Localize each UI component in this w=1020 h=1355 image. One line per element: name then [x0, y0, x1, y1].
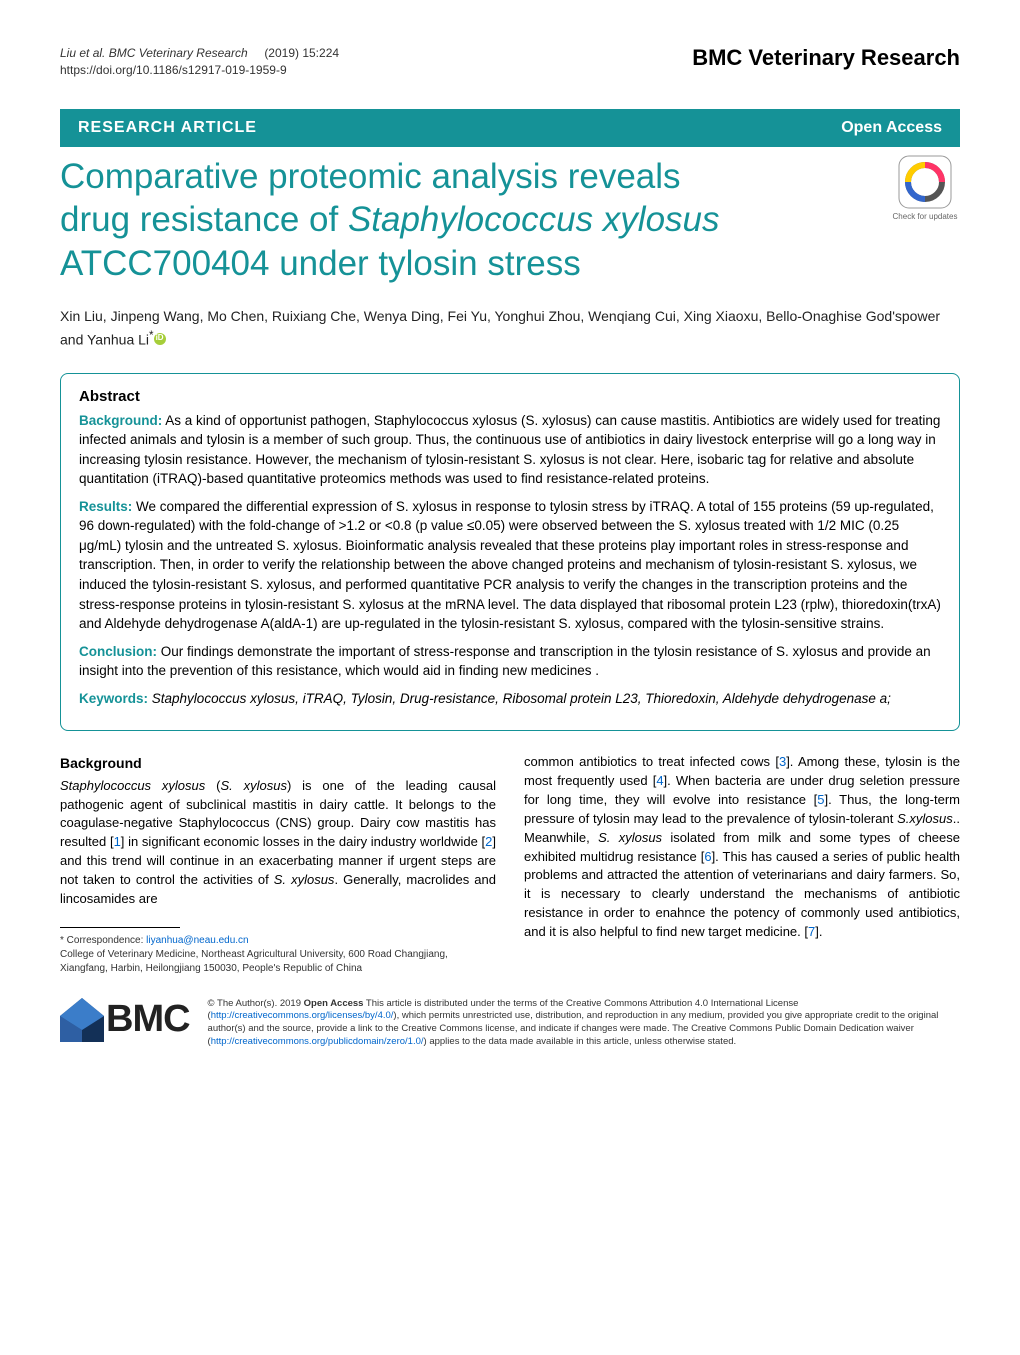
license-oa-label: Open Access: [304, 998, 364, 1009]
keywords-text: Staphylococcus xylosus, iTRAQ, Tylosin, …: [148, 691, 891, 706]
title-line-2-italic: Staphylococcus xylosus: [348, 200, 720, 239]
title-line-1: Comparative proteomic analysis reveals: [60, 157, 681, 196]
license-prefix: © The Author(s). 2019: [208, 998, 304, 1009]
species-abbr-4: S. xylosus: [598, 830, 662, 845]
conclusion-label: Conclusion:: [79, 644, 157, 659]
citation-authors: Liu et al. BMC Veterinary Research: [60, 46, 248, 60]
header-row: Liu et al. BMC Veterinary Research (2019…: [60, 45, 960, 79]
footer-bar: BMC © The Author(s). 2019 Open Access Th…: [60, 998, 960, 1049]
bmc-text: BMC: [106, 998, 190, 1041]
cc0-link[interactable]: http://creativecommons.org/publicdomain/…: [211, 1036, 424, 1047]
left-col-paragraph: Staphylococcus xylosus (S. xylosus) is o…: [60, 777, 496, 909]
crossmark-icon: [898, 155, 952, 209]
correspondence-email[interactable]: liyanhua@neau.edu.cn: [146, 935, 248, 946]
ref-link-1[interactable]: 1: [114, 834, 121, 849]
doi-text: https://doi.org/10.1186/s12917-019-1959-…: [60, 62, 339, 79]
abstract-box: Abstract Background: As a kind of opport…: [60, 373, 960, 732]
right-column: common antibiotics to treat infected cow…: [524, 753, 960, 975]
bmc-mark-icon: [60, 998, 104, 1042]
correspondence-label: * Correspondence:: [60, 935, 146, 946]
background-heading: Background: [60, 753, 496, 773]
left-column: Background Staphylococcus xylosus (S. xy…: [60, 753, 496, 975]
correspondence-block: * Correspondence: liyanhua@neau.edu.cn C…: [60, 934, 496, 976]
results-label: Results:: [79, 499, 132, 514]
license-text: © The Author(s). 2019 Open Access This a…: [208, 998, 960, 1049]
authors-list: Xin Liu, Jinpeng Wang, Mo Chen, Ruixiang…: [60, 306, 960, 351]
ref-link-4[interactable]: 4: [656, 773, 663, 788]
orcid-icon[interactable]: [154, 333, 166, 345]
species-abbr-2: S. xylosus: [274, 872, 335, 887]
abstract-heading: Abstract: [79, 388, 941, 405]
background-text: As a kind of opportunist pathogen, Staph…: [79, 413, 940, 487]
abstract-conclusion: Conclusion: Our findings demonstrate the…: [79, 642, 941, 681]
body-columns: Background Staphylococcus xylosus (S. xy…: [60, 753, 960, 975]
footnote-separator: [60, 927, 180, 928]
ref-link-5[interactable]: 5: [817, 792, 824, 807]
species-abbr-1: S. xylosus: [220, 778, 287, 793]
title-line-2a: drug resistance of: [60, 200, 348, 239]
background-label: Background:: [79, 413, 162, 428]
conclusion-text: Our findings demonstrate the important o…: [79, 644, 931, 679]
abstract-keywords: Keywords: Staphylococcus xylosus, iTRAQ,…: [79, 689, 941, 709]
corresponding-marker: *: [149, 329, 154, 342]
bmc-logo: BMC: [60, 998, 190, 1042]
check-updates-label: Check for updates: [893, 212, 958, 221]
cc-by-link[interactable]: http://creativecommons.org/licenses/by/4…: [211, 1010, 394, 1021]
right-col-paragraph: common antibiotics to treat infected cow…: [524, 753, 960, 941]
species-name-1: Staphylococcus xylosus: [60, 778, 205, 793]
check-updates-badge[interactable]: Check for updates: [890, 155, 960, 221]
open-access-label: Open Access: [841, 119, 942, 137]
article-type-label: RESEARCH ARTICLE: [78, 119, 257, 137]
ref-link-6[interactable]: 6: [704, 849, 711, 864]
keywords-label: Keywords:: [79, 691, 148, 706]
affiliation-text: College of Veterinary Medicine, Northeas…: [60, 949, 448, 974]
authors-text: Xin Liu, Jinpeng Wang, Mo Chen, Ruixiang…: [60, 308, 940, 348]
species-abbr-3: S.xylosus: [897, 811, 953, 826]
abstract-results: Results: We compared the differential ex…: [79, 497, 941, 634]
article-type-banner: RESEARCH ARTICLE Open Access: [60, 109, 960, 147]
citation-block: Liu et al. BMC Veterinary Research (2019…: [60, 45, 339, 79]
abstract-background: Background: As a kind of opportunist pat…: [79, 411, 941, 489]
journal-brand: BMC Veterinary Research: [692, 45, 960, 71]
results-text: We compared the differential expression …: [79, 499, 941, 631]
title-line-3: ATCC700404 under tylosin stress: [60, 244, 581, 283]
citation-year-issue: (2019) 15:224: [264, 46, 339, 60]
article-title: Comparative proteomic analysis reveals d…: [60, 155, 890, 286]
